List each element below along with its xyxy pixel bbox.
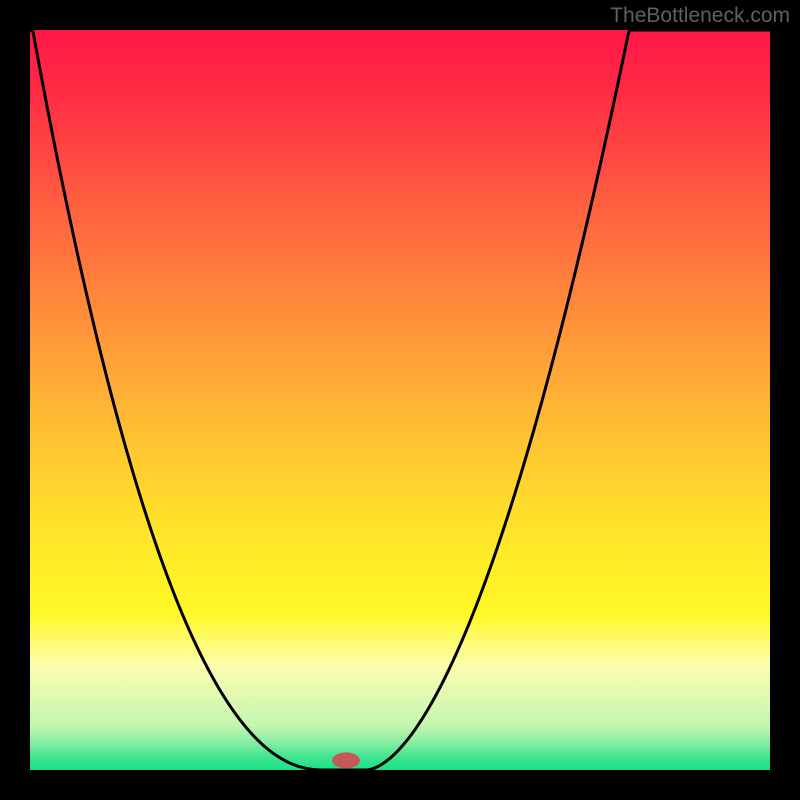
chart-container: TheBottleneck.com (0, 0, 800, 800)
watermark-text: TheBottleneck.com (610, 4, 790, 28)
plot-gradient-area (30, 30, 770, 770)
valley-marker (332, 752, 360, 768)
bottleneck-chart (0, 0, 800, 800)
